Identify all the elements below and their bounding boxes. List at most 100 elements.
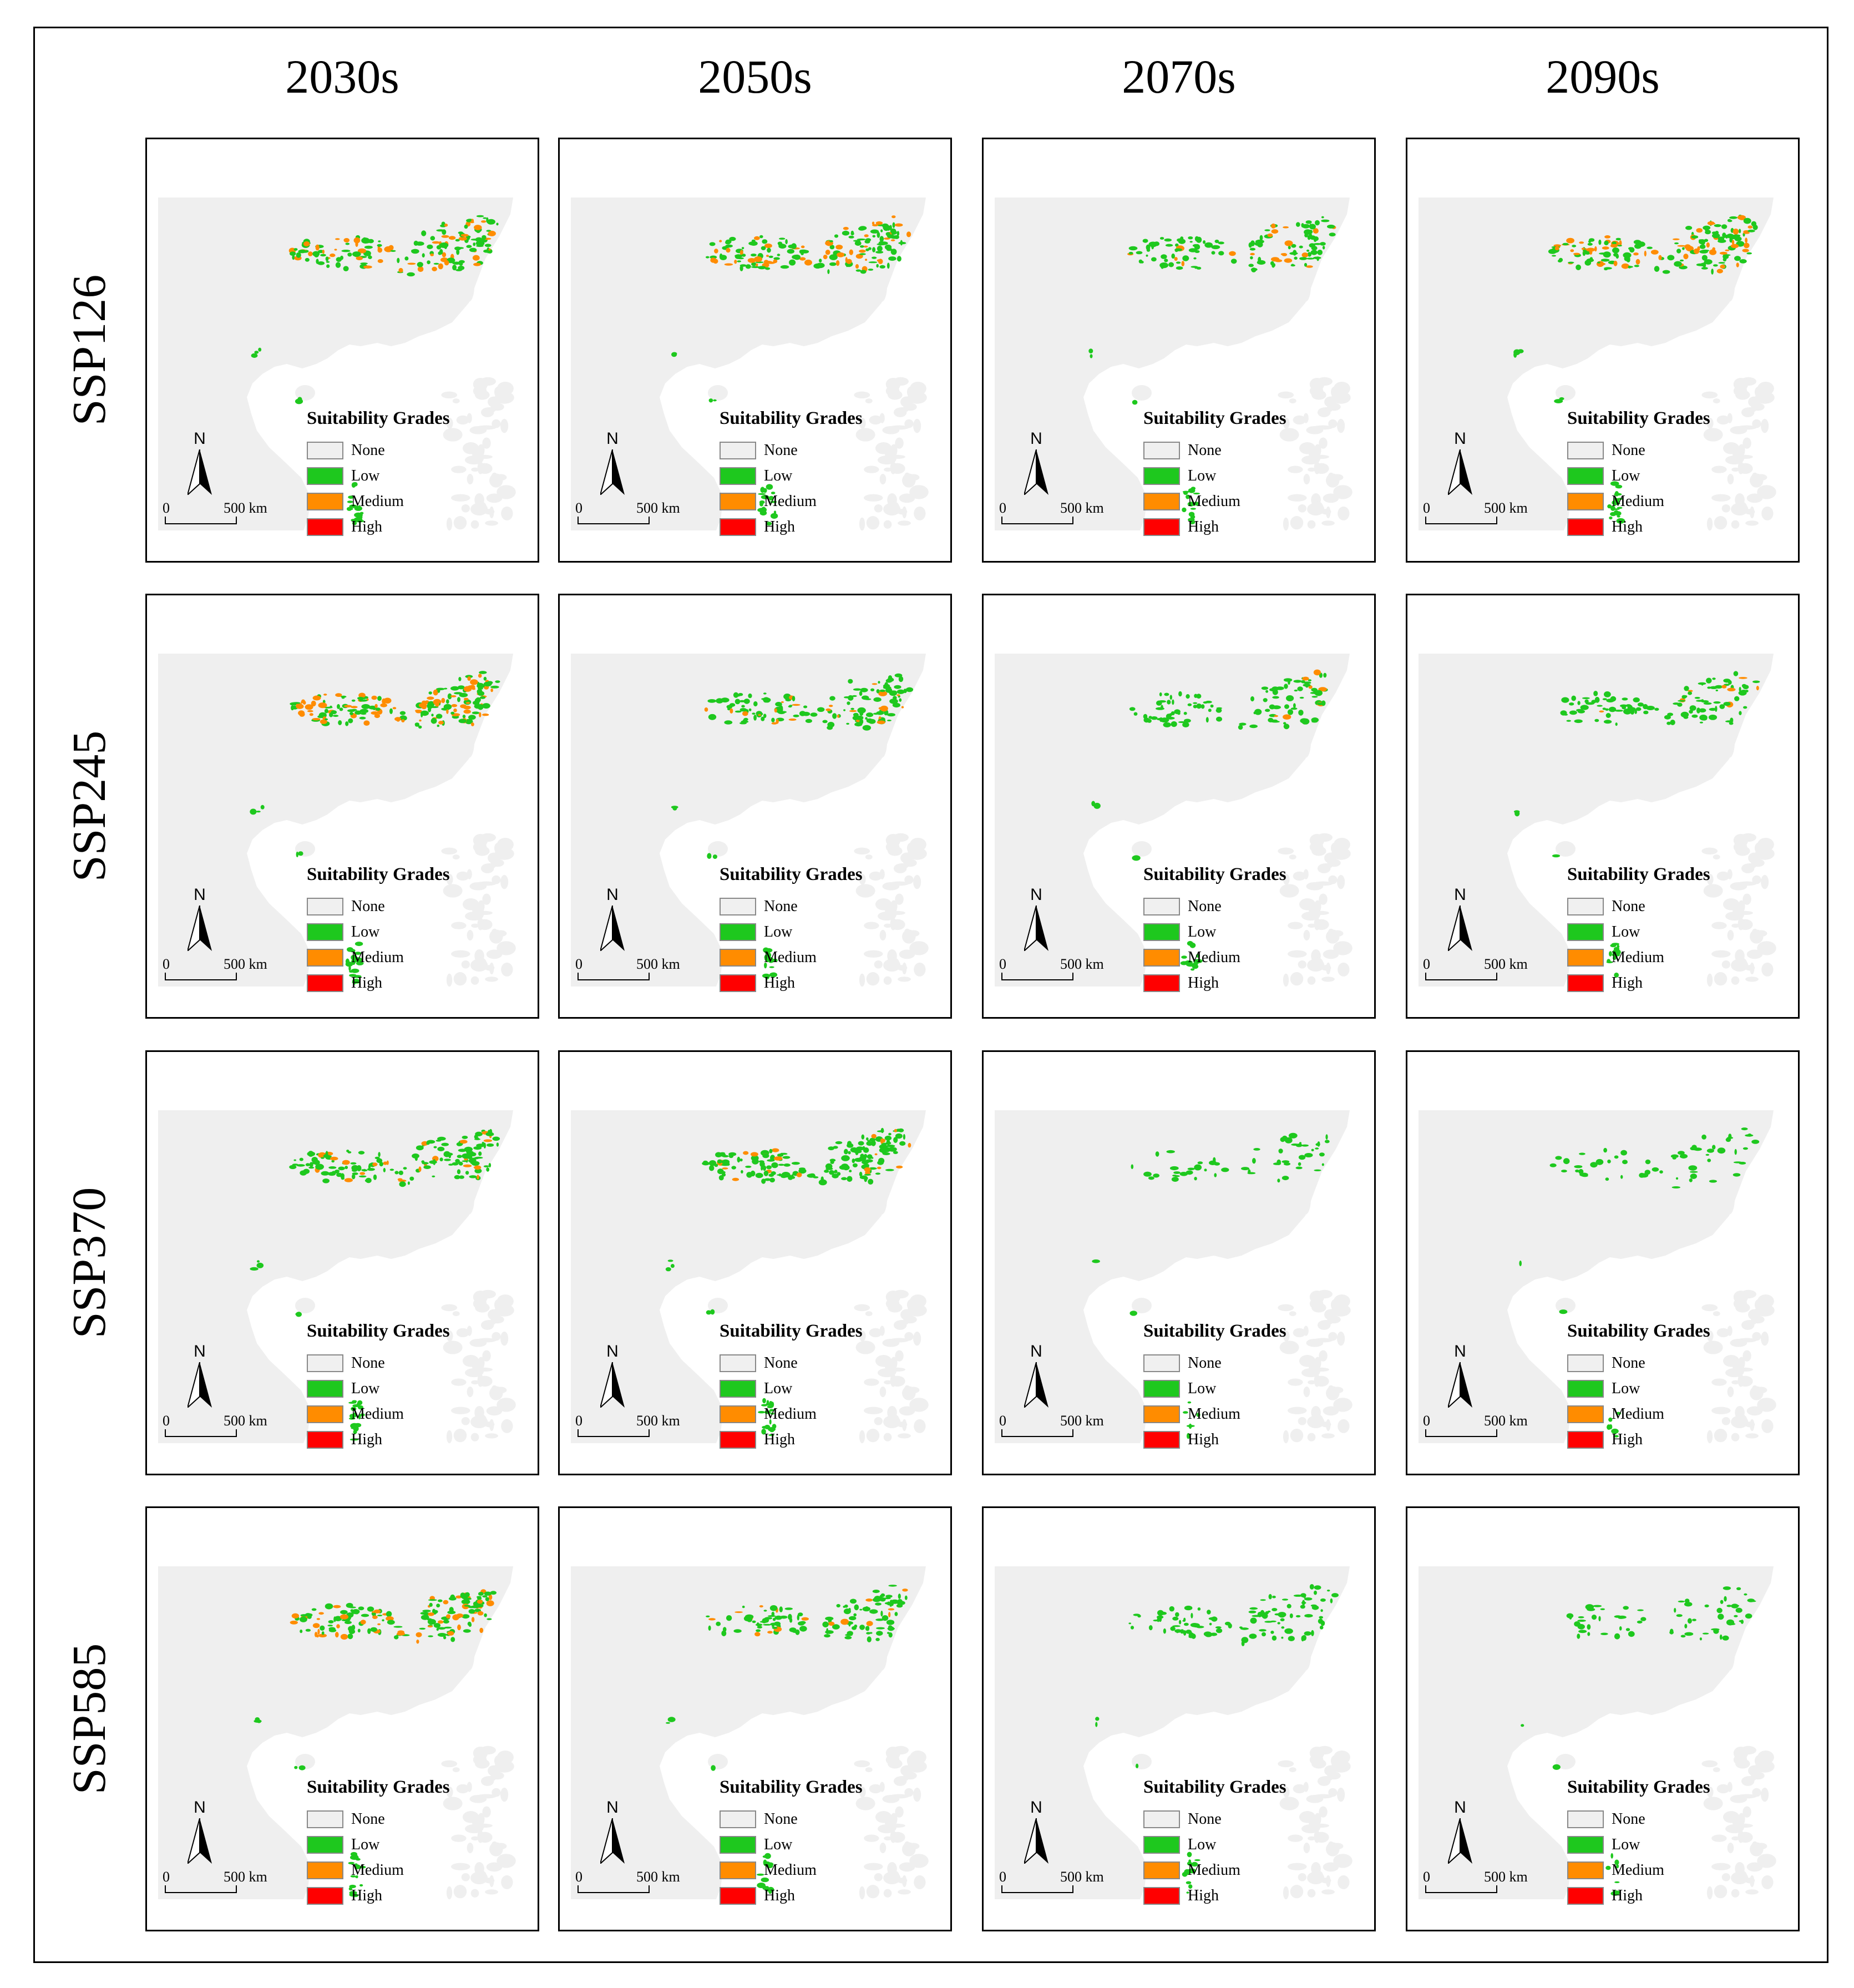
medium-suitability-patch xyxy=(373,1609,381,1613)
legend-item-none: None xyxy=(720,894,863,919)
legend-item-none: None xyxy=(307,438,450,463)
low-suitability-patch xyxy=(767,1862,774,1866)
archipelago-island xyxy=(492,859,503,864)
medium-suitability-patch xyxy=(1756,686,1759,691)
archipelago-island xyxy=(492,1332,501,1341)
low-suitability-patch xyxy=(1209,1622,1212,1626)
medium-suitability-patch xyxy=(315,244,320,251)
low-suitability-patch xyxy=(368,252,371,257)
medium-suitability-patch xyxy=(730,708,733,714)
medium-suitability-patch xyxy=(303,241,310,247)
legend-item-low: Low xyxy=(1567,463,1710,489)
low-suitability-patch xyxy=(1301,1636,1304,1642)
low-suitability-patch xyxy=(324,709,328,714)
low-suitability-patch xyxy=(1610,696,1617,702)
low-suitability-patch xyxy=(1281,1160,1290,1164)
low-suitability-patch xyxy=(1313,243,1322,245)
legend-swatch-medium xyxy=(307,1405,343,1423)
low-suitability-patch xyxy=(1250,1617,1257,1624)
medium-suitability-patch xyxy=(465,702,470,704)
low-suitability-patch xyxy=(1287,709,1294,715)
low-suitability-patch xyxy=(483,1165,489,1167)
low-suitability-patch xyxy=(1259,1629,1267,1632)
low-suitability-patch xyxy=(1734,696,1740,701)
taiwan-island xyxy=(463,727,474,758)
low-suitability-patch xyxy=(1739,259,1747,264)
low-suitability-patch xyxy=(1319,1152,1325,1157)
low-suitability-patch xyxy=(1259,235,1263,241)
low-suitability-patch xyxy=(766,484,773,490)
archipelago-island xyxy=(1308,1836,1316,1841)
low-suitability-patch xyxy=(1298,710,1304,716)
archipelago-island xyxy=(1298,1873,1306,1881)
mainland xyxy=(1419,198,1774,530)
low-suitability-patch xyxy=(1281,1626,1285,1629)
low-suitability-patch xyxy=(739,264,747,267)
legend-label: High xyxy=(1612,518,1643,535)
low-suitability-patch xyxy=(359,709,369,714)
low-suitability-patch xyxy=(485,1597,489,1601)
low-suitability-patch xyxy=(1713,264,1718,267)
medium-suitability-patch xyxy=(1604,235,1611,239)
legend: Suitability Grades None Low Medium High xyxy=(1143,864,1286,996)
low-suitability-patch xyxy=(1679,1154,1688,1159)
low-suitability-patch xyxy=(1196,954,1200,958)
low-suitability-patch xyxy=(1602,698,1607,700)
legend: Suitability Grades None Low Medium High xyxy=(720,1777,863,1909)
low-suitability-patch xyxy=(778,1164,784,1166)
legend-swatch-low xyxy=(720,467,756,485)
archipelago-island xyxy=(1331,1387,1344,1394)
archipelago-island xyxy=(1727,1326,1733,1336)
archipelago-island xyxy=(1288,1863,1307,1870)
low-suitability-patch xyxy=(722,1171,726,1174)
low-suitability-patch xyxy=(1159,237,1164,240)
archipelago-island xyxy=(1734,1820,1745,1832)
legend-label: Medium xyxy=(1188,1861,1240,1879)
low-suitability-patch xyxy=(1218,251,1224,256)
low-suitability-patch xyxy=(1735,1607,1742,1613)
legend-label: None xyxy=(1188,442,1222,459)
low-suitability-patch xyxy=(1187,1401,1192,1404)
archipelago-island xyxy=(879,413,885,423)
medium-suitability-patch xyxy=(479,712,482,717)
low-suitability-patch xyxy=(1281,1599,1289,1601)
archipelago-island xyxy=(1303,1386,1310,1398)
legend-label: Medium xyxy=(1612,949,1664,966)
medium-suitability-patch xyxy=(732,1177,739,1181)
low-suitability-patch xyxy=(726,1615,732,1621)
low-suitability-patch xyxy=(896,256,901,262)
low-suitability-patch xyxy=(1304,1597,1313,1601)
low-suitability-patch xyxy=(1703,702,1712,705)
archipelago-island xyxy=(904,1332,914,1341)
low-suitability-patch xyxy=(1606,961,1613,964)
low-suitability-patch xyxy=(1186,494,1190,499)
scale-zero-label: 0 xyxy=(163,1413,170,1429)
suitability-map xyxy=(571,1566,929,1900)
medium-suitability-patch xyxy=(901,706,904,709)
low-suitability-patch xyxy=(469,1175,477,1178)
low-suitability-patch xyxy=(350,1875,356,1878)
legend-swatch-high xyxy=(307,974,343,992)
low-suitability-patch xyxy=(1286,695,1294,701)
low-suitability-patch xyxy=(1182,1620,1186,1622)
archipelago-island xyxy=(1310,1870,1323,1881)
archipelago-island xyxy=(478,1749,487,1761)
low-suitability-patch xyxy=(461,1599,470,1605)
map-panel-ssp585-2030s: N 0 500 km Suitability Grades None Low Medium H… xyxy=(145,1506,539,1931)
low-suitability-patch xyxy=(710,255,717,259)
archipelago-island xyxy=(494,842,503,854)
medium-suitability-patch xyxy=(414,710,422,712)
low-suitability-patch xyxy=(347,709,356,712)
low-suitability-patch xyxy=(850,1599,857,1604)
low-suitability-patch xyxy=(1594,719,1599,722)
low-suitability-patch xyxy=(1604,691,1611,697)
scale-bar-line xyxy=(165,1885,237,1893)
low-suitability-patch xyxy=(667,1259,673,1262)
medium-suitability-patch xyxy=(430,253,434,256)
low-suitability-patch xyxy=(1742,685,1749,690)
low-suitability-patch xyxy=(859,245,864,248)
low-suitability-patch xyxy=(1204,1168,1207,1172)
low-suitability-patch xyxy=(354,952,362,955)
medium-suitability-patch xyxy=(344,705,352,708)
legend: Suitability Grades None Low Medium High xyxy=(1567,408,1710,540)
